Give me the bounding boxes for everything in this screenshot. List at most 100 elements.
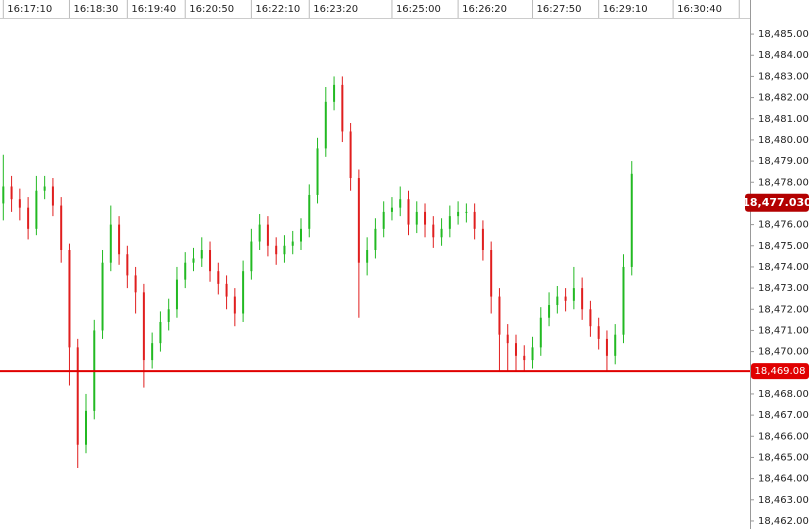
candle-body xyxy=(581,288,584,310)
candle-body xyxy=(490,249,493,297)
y-tick-label: 18,467.00 xyxy=(758,410,809,421)
candle-body xyxy=(101,262,104,331)
candle-body xyxy=(556,296,559,306)
last-price-label: 18,477.030 xyxy=(742,196,810,209)
candle-body xyxy=(159,321,162,344)
reference-label: 18,469.08 xyxy=(755,366,806,377)
candle-body xyxy=(250,241,253,272)
candle-body xyxy=(564,296,567,301)
candle-body xyxy=(308,194,311,229)
x-tick-label: 16:29:10 xyxy=(603,4,648,15)
last-price-box xyxy=(745,193,809,212)
x-tick-label: 16:30:40 xyxy=(677,4,722,15)
candle-body xyxy=(514,343,517,356)
candle-body xyxy=(432,224,435,238)
y-tick-label: 18,478.00 xyxy=(758,177,809,188)
y-tick-label: 18,471.00 xyxy=(758,325,809,336)
y-tick-label: 18,464.00 xyxy=(758,474,809,485)
candle-body xyxy=(399,199,402,208)
candle-body xyxy=(506,334,509,344)
candle-body xyxy=(498,296,501,335)
candle-body xyxy=(192,258,195,263)
candle-body xyxy=(291,241,294,246)
y-tick-label: 18,483.00 xyxy=(758,71,809,82)
candle-body xyxy=(242,271,245,314)
candle-body xyxy=(225,283,228,297)
candle-body xyxy=(415,211,418,225)
candle-body xyxy=(523,355,526,361)
candle-body xyxy=(473,211,476,229)
x-tick-label: 16:17:10 xyxy=(7,4,52,15)
y-tick-label: 18,482.00 xyxy=(758,93,809,104)
y-tick-label: 18,476.00 xyxy=(758,220,809,231)
candle-body xyxy=(548,305,551,318)
candle-body xyxy=(630,173,633,267)
candle-body xyxy=(35,190,38,229)
x-tick-label: 16:27:50 xyxy=(537,4,582,15)
y-tick-label: 18,463.00 xyxy=(758,495,809,506)
y-tick-label: 18,466.00 xyxy=(758,431,809,442)
candle-body xyxy=(589,309,592,327)
candle-body xyxy=(151,343,154,361)
reference-label-box xyxy=(751,363,809,380)
candle-body xyxy=(374,228,377,250)
candle-body xyxy=(167,309,170,322)
x-tick-label: 16:20:50 xyxy=(189,4,234,15)
candle-body xyxy=(142,292,145,361)
candle-body xyxy=(184,262,187,280)
candle-body xyxy=(217,271,220,284)
candle-body xyxy=(357,178,360,263)
candle-body xyxy=(175,279,178,310)
y-tick-label: 18,470.00 xyxy=(758,347,809,358)
candle-body xyxy=(209,249,212,272)
candle-body xyxy=(68,249,71,348)
candle-body xyxy=(605,338,608,356)
candle-body xyxy=(457,211,460,217)
x-tick-label: 16:22:10 xyxy=(255,4,300,15)
candle-body xyxy=(341,84,344,132)
candle-body xyxy=(18,199,21,208)
candle-body xyxy=(614,334,617,356)
candle-body xyxy=(2,186,5,204)
candle-body xyxy=(390,207,393,212)
candle-body xyxy=(134,275,137,293)
x-tick-label: 16:23:20 xyxy=(313,4,358,15)
candle-body xyxy=(333,84,336,102)
candle-body xyxy=(10,186,13,200)
y-tick-label: 18,465.00 xyxy=(758,452,809,463)
y-tick-label: 18,473.00 xyxy=(758,283,809,294)
x-tick-label: 16:18:30 xyxy=(73,4,118,15)
candle-body xyxy=(43,186,46,191)
y-tick-label: 18,481.00 xyxy=(758,114,809,125)
candle-body xyxy=(51,186,54,206)
y-tick-label: 18,485.00 xyxy=(758,29,809,40)
candle-body xyxy=(572,288,575,301)
candle-body xyxy=(258,224,261,242)
candle-body xyxy=(448,216,451,229)
candle-body xyxy=(440,228,443,238)
y-tick-label: 18,462.00 xyxy=(758,516,809,527)
candle-body xyxy=(109,224,112,263)
candle-body xyxy=(366,249,369,263)
candle-body xyxy=(481,228,484,250)
candle-body xyxy=(324,101,327,149)
candle-body xyxy=(266,224,269,246)
candle-body xyxy=(349,131,352,179)
candle-body xyxy=(76,347,79,445)
x-tick-label: 16:19:40 xyxy=(131,4,176,15)
y-tick-label: 18,472.00 xyxy=(758,304,809,315)
candle-body xyxy=(382,211,385,229)
candle-body xyxy=(299,228,302,242)
candle-body xyxy=(539,317,542,348)
candle-body xyxy=(597,326,600,339)
candle-body xyxy=(407,199,410,225)
candle-body xyxy=(126,254,129,276)
y-tick-label: 18,475.00 xyxy=(758,241,809,252)
candle-body xyxy=(622,266,625,335)
y-tick-label: 18,484.00 xyxy=(758,50,809,61)
candle-body xyxy=(531,347,534,361)
candle-body xyxy=(465,211,468,213)
y-tick-label: 18,468.00 xyxy=(758,389,809,400)
